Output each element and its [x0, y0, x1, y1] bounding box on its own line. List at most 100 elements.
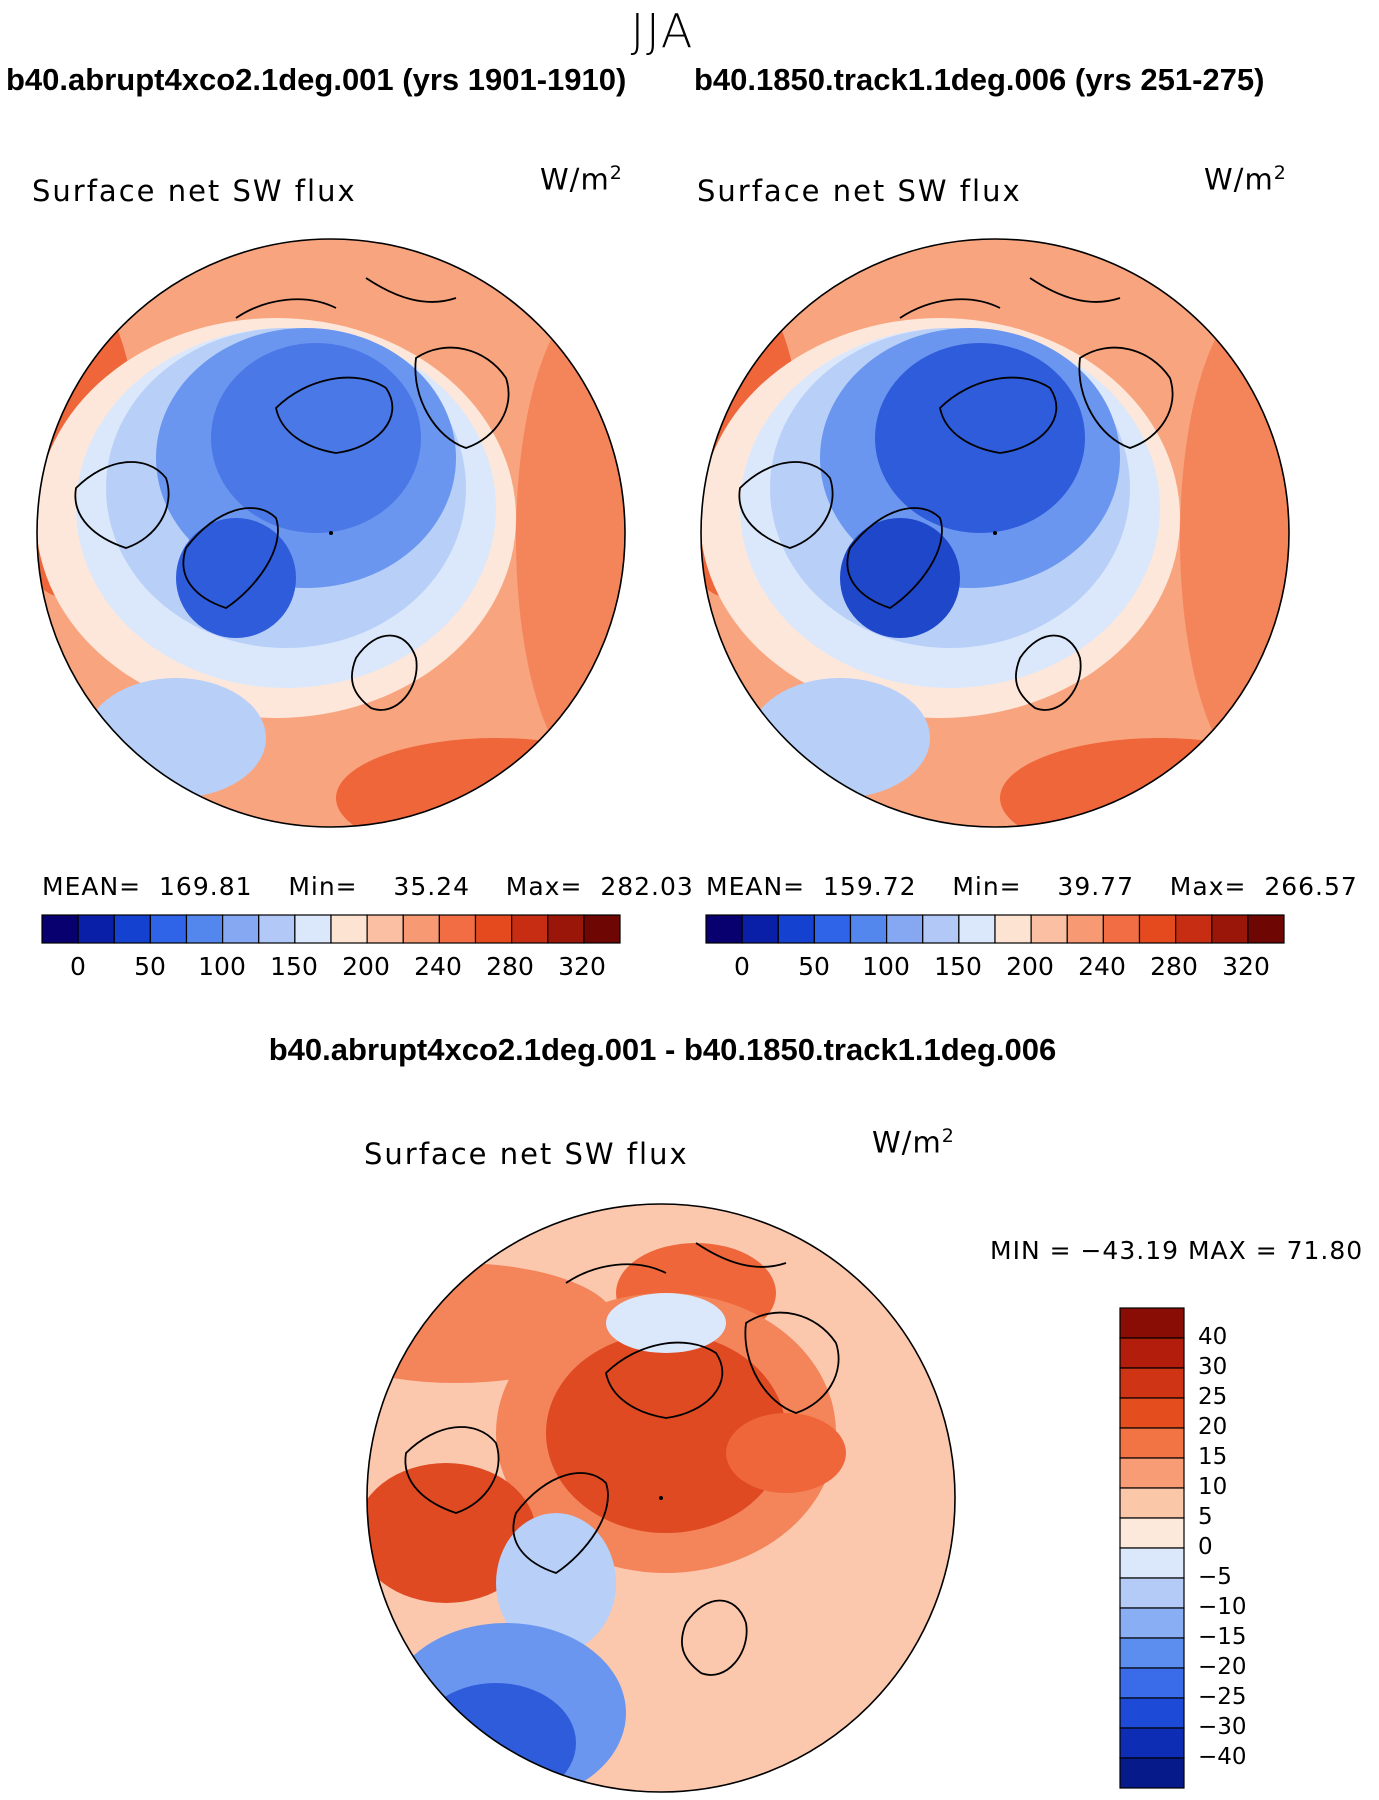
colorbar-swatch	[41, 914, 79, 944]
left-min-value: 35.24	[393, 872, 470, 901]
diff-cb-label: −30	[1198, 1714, 1247, 1740]
colorbar-swatch	[113, 914, 151, 944]
colorbar-swatch	[1119, 1397, 1185, 1429]
right-cb-label: 200	[1006, 952, 1054, 981]
colorbar-swatch	[1102, 914, 1141, 944]
map-region	[516, 298, 625, 778]
coastline	[404, 1426, 500, 1514]
colorbar-swatch	[77, 914, 115, 944]
diff-cb-label: 30	[1198, 1354, 1228, 1380]
left-max-value: 282.03	[600, 872, 694, 901]
diff-cb-label: 0	[1198, 1534, 1213, 1560]
colorbar-swatch	[813, 914, 852, 944]
right-field-title: Surface net SW flux	[697, 174, 1022, 208]
right-map-boundary	[700, 238, 1290, 828]
right-cb-label: 150	[934, 952, 982, 981]
colorbar-swatch	[1119, 1457, 1185, 1489]
colorbar-swatch	[438, 914, 477, 944]
coastline	[846, 507, 943, 609]
coastline	[681, 1599, 748, 1676]
left-cb-label: 0	[70, 952, 86, 981]
map-region	[1180, 298, 1289, 778]
map-region	[1000, 738, 1289, 827]
colorbar-swatch	[1119, 1637, 1185, 1669]
diff-cb-label: 10	[1198, 1474, 1228, 1500]
difference-field-title: Surface net SW flux	[364, 1137, 689, 1171]
difference-colorbar-labels: 40 30 25 20 15 10 5 0 −5 −10 −15 −20 −25…	[1198, 1308, 1288, 1788]
right-case-title: b40.1850.track1.1deg.006 (yrs 251-275)	[694, 62, 1265, 97]
colorbar-swatch	[1247, 914, 1285, 944]
colorbar-swatch	[1119, 1667, 1185, 1699]
left-cb-label: 200	[342, 952, 390, 981]
left-field-title: Surface net SW flux	[32, 174, 357, 208]
right-min-value: 39.77	[1057, 872, 1134, 901]
diff-cb-label: −20	[1198, 1654, 1247, 1680]
right-mean-value: 159.72	[823, 872, 917, 901]
right-map-fill	[701, 239, 1289, 827]
colorbar-swatch	[511, 914, 549, 944]
coastline	[605, 1341, 724, 1419]
map-region	[606, 1293, 726, 1353]
left-max-label: Max=	[505, 872, 583, 901]
coastline	[565, 1242, 787, 1284]
coastline	[939, 376, 1058, 454]
pole-marker	[659, 1496, 663, 1500]
diff-cb-label: 15	[1198, 1444, 1228, 1470]
colorbar-swatch	[366, 914, 404, 944]
left-min-label: Min=	[288, 872, 358, 901]
colorbar-swatch	[1119, 1517, 1185, 1549]
map-region	[875, 343, 1085, 533]
right-max-value: 266.57	[1264, 872, 1358, 901]
left-cb-label: 240	[414, 952, 462, 981]
colorbar-swatch	[886, 914, 924, 944]
right-cb-label: 320	[1222, 952, 1270, 981]
left-colorbar	[41, 914, 621, 944]
colorbar-swatch	[1119, 1487, 1185, 1519]
colorbar-swatch	[222, 914, 260, 944]
colorbar-swatch	[474, 914, 513, 944]
right-cb-label: 100	[862, 952, 910, 981]
diff-cb-label: −40	[1198, 1744, 1247, 1770]
coastline	[235, 277, 457, 319]
coastline	[1015, 634, 1082, 711]
left-cb-label: 150	[270, 952, 318, 981]
colorbar-swatch	[402, 914, 440, 944]
colorbar-swatch	[1119, 1757, 1185, 1789]
colorbar-swatch	[1119, 1547, 1185, 1579]
colorbar-swatch	[849, 914, 888, 944]
right-cb-label: 0	[734, 952, 750, 981]
coastline	[1078, 346, 1174, 449]
difference-title: b40.abrupt4xco2.1deg.001 - b40.1850.trac…	[268, 1032, 1057, 1067]
coastline	[351, 634, 418, 711]
right-colorbar-labels: 0 50 100 150 200 240 280 320	[706, 952, 1284, 986]
right-max-label: Max=	[1169, 872, 1247, 901]
right-min-label: Min=	[952, 872, 1022, 901]
diff-cb-label: 25	[1198, 1384, 1228, 1410]
left-cb-label: 50	[134, 952, 166, 981]
difference-map-fill	[367, 1204, 955, 1792]
right-colorbar	[705, 914, 1285, 944]
coastline	[182, 507, 279, 609]
pole-marker	[329, 531, 333, 535]
map-region	[86, 678, 266, 798]
left-cb-label: 100	[198, 952, 246, 981]
map-region	[176, 518, 296, 638]
colorbar-swatch	[922, 914, 960, 944]
colorbar-swatch	[1119, 1607, 1185, 1639]
colorbar-swatch	[1119, 1367, 1185, 1399]
coastline	[899, 277, 1121, 319]
right-cb-label: 50	[798, 952, 830, 981]
colorbar-swatch	[1119, 1307, 1185, 1339]
left-colorbar-labels: 0 50 100 150 200 240 280 320	[42, 952, 620, 986]
colorbar-swatch	[1066, 914, 1104, 944]
colorbar-swatch	[185, 914, 224, 944]
right-polar-map	[700, 238, 1290, 828]
difference-minmax: MIN = −43.19 MAX = 71.80	[990, 1236, 1364, 1265]
left-map-boundary	[36, 238, 626, 828]
left-units: W/m2	[540, 162, 623, 197]
difference-polar-map	[366, 1203, 956, 1793]
diff-cb-label: 40	[1198, 1324, 1228, 1350]
colorbar-swatch	[294, 914, 332, 944]
colorbar-swatch	[1119, 1697, 1185, 1729]
diff-cb-label: 5	[1198, 1504, 1213, 1530]
